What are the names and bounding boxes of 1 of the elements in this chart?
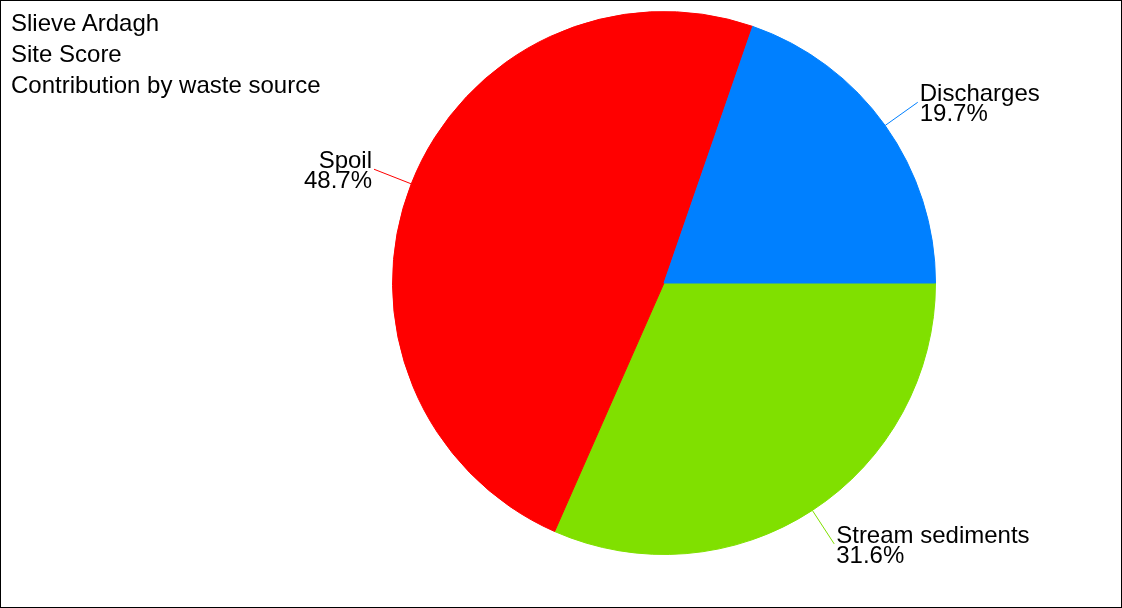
text: Slieve Ardagh Site Score Contribution by waste source [11, 8, 321, 100]
